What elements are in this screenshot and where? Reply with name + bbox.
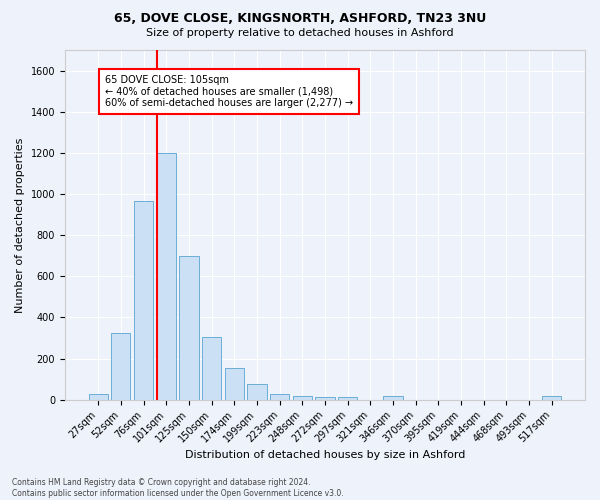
Bar (542, 396, 562, 400)
X-axis label: Distribution of detached houses by size in Ashford: Distribution of detached houses by size … (185, 450, 465, 460)
Bar (202, 337, 221, 400)
Bar (338, 398, 357, 400)
Text: 65, DOVE CLOSE, KINGSNORTH, ASHFORD, TN23 3NU: 65, DOVE CLOSE, KINGSNORTH, ASHFORD, TN2… (114, 12, 486, 26)
Y-axis label: Number of detached properties: Number of detached properties (15, 137, 25, 312)
Bar (157, 153, 176, 400)
Bar (89, 394, 108, 400)
Bar (316, 396, 335, 400)
Bar (270, 394, 289, 400)
Bar (247, 384, 266, 400)
Bar (134, 201, 153, 400)
Bar (293, 396, 312, 400)
Text: Size of property relative to detached houses in Ashford: Size of property relative to detached ho… (146, 28, 454, 38)
Text: Contains HM Land Registry data © Crown copyright and database right 2024.
Contai: Contains HM Land Registry data © Crown c… (12, 478, 344, 498)
Bar (383, 396, 403, 400)
Bar (111, 333, 130, 400)
Bar (179, 256, 199, 400)
Text: 65 DOVE CLOSE: 105sqm
← 40% of detached houses are smaller (1,498)
60% of semi-d: 65 DOVE CLOSE: 105sqm ← 40% of detached … (105, 74, 353, 108)
Bar (224, 368, 244, 400)
